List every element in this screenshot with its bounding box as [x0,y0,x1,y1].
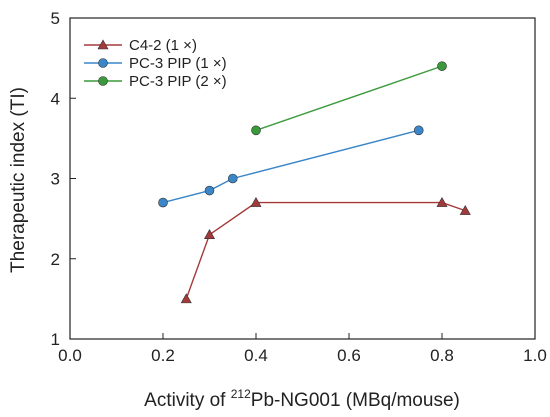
series-layer [158,61,471,304]
x-tick-label: 0.0 [58,346,82,365]
x-axis-label: Activity of 212Pb-NG001 (MBq/mouse) [144,387,460,411]
legend-marker [98,76,108,86]
legend-item-1: PC-3 PIP (1 ×) [84,55,227,72]
legend-label: PC-3 PIP (2 ×) [129,73,227,90]
data-point [437,61,447,71]
legend-item-2: PC-3 PIP (2 ×) [84,73,227,90]
data-point [413,125,424,136]
legend-marker [97,39,109,50]
series-2 [251,61,447,136]
data-point [203,229,216,239]
legend-marker [98,58,108,68]
legend-label: C4-2 (1 ×) [129,37,197,54]
legend-item-0: C4-2 (1 ×) [84,37,197,54]
y-tick-label: 4 [51,89,60,108]
y-tick-label: 5 [51,9,60,28]
data-point [459,204,471,215]
data-point [227,173,238,184]
y-axis-label: Therapeutic index (TI) [8,87,29,273]
series-0 [180,196,471,304]
data-point [250,196,262,207]
series-line [162,129,419,204]
data-point [180,293,192,304]
legend-label: PC-3 PIP (1 ×) [129,55,227,72]
y-tick-label: 3 [51,170,60,189]
x-tick-label: 0.2 [151,346,175,365]
data-point [158,197,168,208]
series-1 [158,125,424,208]
legend: C4-2 (1 ×)PC-3 PIP (1 ×)PC-3 PIP (2 ×) [84,37,227,90]
data-point [436,196,448,207]
y-tick-label: 2 [51,250,60,269]
series-line [255,65,443,132]
x-tick-label: 1.0 [523,346,547,365]
y-tick-label: 1 [51,330,60,349]
data-point [204,185,215,196]
axis-ticks: 0.0 0.2 0.4 0.6 0.8 1.0 1 2 3 4 5 [51,9,547,365]
x-tick-label: 0.6 [337,346,361,365]
series-line [185,201,466,300]
x-tick-label: 0.4 [244,346,268,365]
x-tick-label: 0.8 [430,346,454,365]
data-point [251,125,261,136]
